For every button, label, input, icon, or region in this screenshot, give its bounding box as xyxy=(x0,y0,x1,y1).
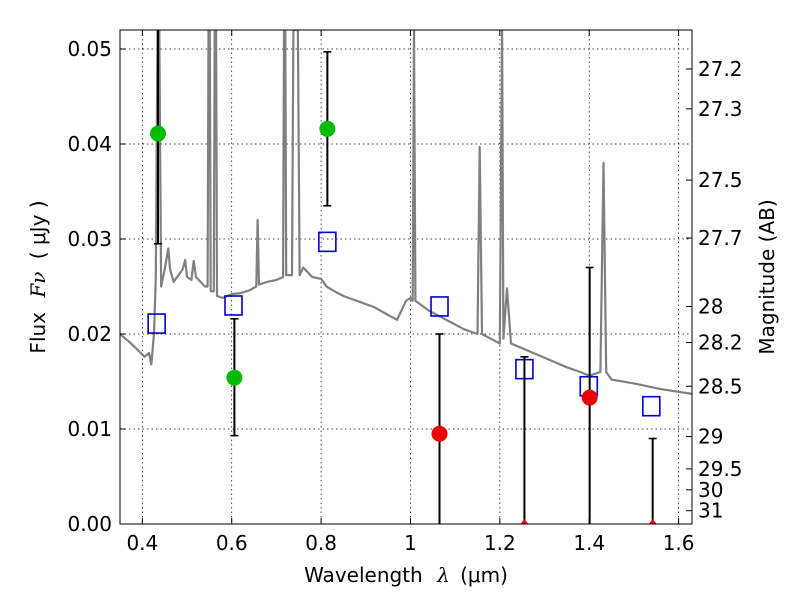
model-spectrum-line xyxy=(120,30,692,395)
observed-point xyxy=(520,519,529,524)
ticks: 0.4 0.6 0.8 1 1.2 1.4 1.6 0.00 0.01 0.02 0.03 0.04 0… xyxy=(67,30,743,555)
marker-layer xyxy=(147,30,661,524)
y-tick-label: 0.00 xyxy=(67,512,112,536)
mag-tick-label: 31 xyxy=(698,499,723,523)
observed-point xyxy=(431,425,448,442)
observed-point xyxy=(319,120,336,137)
grid xyxy=(120,30,692,525)
y-tick-label: 0.04 xyxy=(67,132,112,156)
x-tick-label: 0.8 xyxy=(305,531,337,555)
mag-tick-label: 27.2 xyxy=(698,57,743,81)
x-tick-label: 1.6 xyxy=(663,531,695,555)
mag-tick-label: 27.5 xyxy=(698,168,743,192)
mag-tick-label: 28.2 xyxy=(698,331,743,355)
mag-tick-label: 27.7 xyxy=(698,226,743,250)
model-photometry-square xyxy=(430,296,449,317)
right-axis-label: Magnitude (AB) xyxy=(755,199,779,354)
model-photometry-square xyxy=(147,313,166,334)
observed-point xyxy=(648,519,657,524)
x-tick-label: 1 xyxy=(404,531,417,555)
mag-tick-label: 29.5 xyxy=(698,457,743,481)
model-photometry-square xyxy=(642,395,661,417)
mag-tick-label: 29 xyxy=(698,425,723,449)
y-tick-label: 0.05 xyxy=(67,37,112,61)
mag-tick-label: 27.3 xyxy=(698,97,743,121)
observed-point xyxy=(581,389,598,406)
observed-point xyxy=(226,369,243,386)
observed-point xyxy=(149,125,166,142)
x-tick-label: 0.6 xyxy=(216,531,248,555)
y-tick-label: 0.01 xyxy=(67,417,112,441)
mag-tick-label: 28 xyxy=(698,294,723,318)
mag-tick-label: 28.5 xyxy=(698,374,743,398)
model-photometry-square xyxy=(224,295,243,316)
x-tick-label: 1.4 xyxy=(573,531,605,555)
x-axis-label: Wavelength λ (μm) xyxy=(304,563,508,587)
plot-area xyxy=(120,30,692,395)
y-tick-label: 0.02 xyxy=(67,322,112,346)
y-axis-label: Flux Fν ( μJy ) xyxy=(26,200,50,353)
x-tick-label: 1.2 xyxy=(484,531,516,555)
x-tick-label: 0.4 xyxy=(126,531,158,555)
plot-frame xyxy=(119,29,693,525)
mag-tick-label: 30 xyxy=(698,478,723,502)
model-photometry-square xyxy=(318,231,337,253)
y-tick-label: 0.03 xyxy=(67,227,112,251)
